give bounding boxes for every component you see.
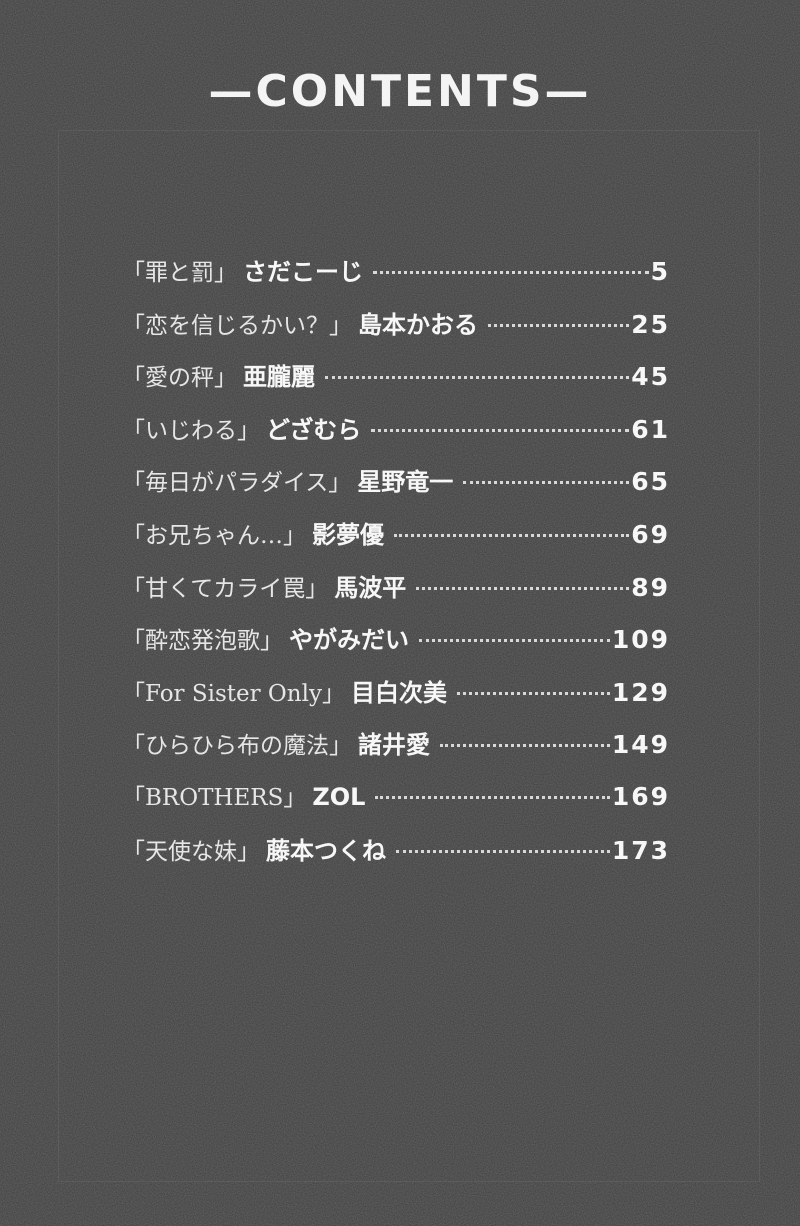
page-number: 149: [611, 730, 670, 760]
author-name: 目白次美: [350, 678, 447, 707]
author-name: やがみだい: [289, 626, 409, 655]
author-name: 星野竜一: [357, 468, 454, 497]
work-title: 「いじわる」: [122, 417, 260, 444]
work-title: 「BROTHERS」: [122, 784, 307, 811]
author-name: ZOL: [312, 782, 366, 811]
author-name: 諸井愛: [358, 731, 430, 760]
page-number: 129: [611, 677, 670, 707]
author-name: 亜朧麗: [243, 363, 315, 392]
page-number: 65: [631, 467, 670, 497]
author-name: 馬波平: [334, 573, 407, 602]
toc-entry: 「For Sister Only」 目白次美 129: [122, 673, 670, 726]
toc-entry: 「いじわる」 どざむら 61: [122, 410, 670, 463]
leader-dots: [419, 639, 610, 643]
work-title: 「愛の秤」: [122, 365, 237, 392]
leader-dots: [325, 376, 630, 380]
page-number: 173: [611, 835, 670, 865]
work-title: 「毎日がパラダイス」: [122, 470, 352, 497]
author-name: さだこーじ: [243, 258, 363, 286]
page-number: 25: [631, 309, 670, 339]
work-title: 「天使な妹」: [122, 838, 260, 865]
leader-dots: [456, 691, 610, 695]
work-title: 「お兄ちゃん…」: [122, 522, 306, 549]
work-title: 「ひらひら布の魔法」: [122, 733, 352, 760]
leader-dots: [440, 744, 610, 748]
toc-entry: 「愛の秤」 亜朧麗 45: [122, 357, 670, 410]
table-of-contents: 「罪と罰」 さだこーじ 5 「恋を信じるかい？」 島本かおる 25 「愛の秤」 亜朧麗 45 「い…: [122, 252, 670, 883]
leader-dots: [394, 533, 630, 537]
page-number: 169: [611, 781, 670, 811]
author-name: 影夢優: [312, 520, 384, 549]
work-title: 「酔恋発泡歌」: [122, 628, 283, 655]
toc-entry: 「ひらひら布の魔法」 諸井愛 149: [122, 725, 670, 778]
leader-dots: [373, 271, 649, 274]
toc-entry: 「恋を信じるかい？」 島本かおる 25: [122, 305, 670, 358]
page-frame: [58, 130, 760, 1182]
work-title: 「甘くてカライ罠」: [122, 575, 329, 602]
toc-entry: 「毎日がパラダイス」 星野竜一 65: [122, 462, 670, 515]
page-number: 89: [631, 572, 670, 602]
page-number: 61: [631, 414, 670, 444]
page-title: —CONTENTS—: [208, 66, 592, 117]
work-title: 「For Sister Only」: [122, 680, 345, 707]
toc-entry: 「BROTHERS」 ZOL 169: [122, 778, 670, 831]
page-number: 5: [650, 257, 670, 286]
toc-entry: 「甘くてカライ罠」 馬波平 89: [122, 568, 670, 621]
page-number: 45: [631, 362, 670, 392]
leader-dots: [416, 586, 630, 590]
toc-entry: 「天使な妹」 藤本つくね 173: [122, 831, 670, 884]
leader-dots: [488, 323, 630, 327]
page-number: 69: [631, 519, 670, 549]
leader-dots: [371, 428, 630, 432]
page-number: 109: [611, 625, 670, 655]
author-name: どざむら: [266, 415, 362, 444]
toc-entry: 「お兄ちゃん…」 影夢優 69: [122, 515, 670, 568]
leader-dots: [375, 795, 610, 799]
toc-entry: 「罪と罰」 さだこーじ 5: [122, 252, 670, 305]
author-name: 島本かおる: [358, 310, 478, 339]
leader-dots: [463, 481, 630, 485]
work-title: 「恋を信じるかい？」: [122, 312, 352, 339]
leader-dots: [396, 849, 610, 853]
work-title: 「罪と罰」: [122, 260, 237, 286]
toc-entry: 「酔恋発泡歌」 やがみだい 109: [122, 620, 670, 673]
author-name: 藤本つくね: [266, 836, 386, 865]
